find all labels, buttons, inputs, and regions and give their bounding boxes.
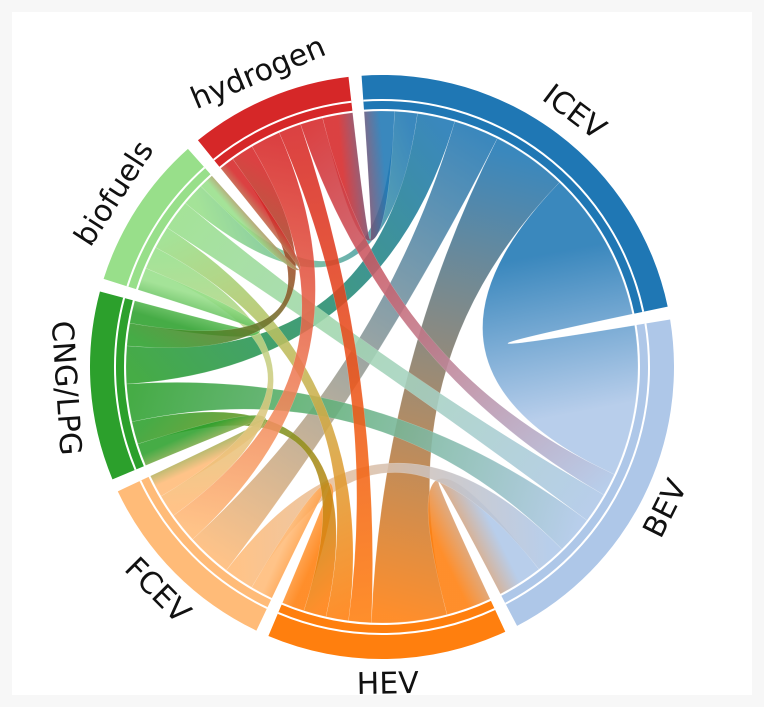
ribbon: [278, 123, 373, 624]
ribbon: [129, 267, 261, 337]
ribbon: [322, 110, 395, 242]
chart-frame: ICEV BEV HEV FCEV CNG/LPG biofuels hydrogen: [12, 12, 752, 702]
ribbon: [482, 182, 639, 475]
group-arc-line: [139, 480, 268, 609]
ribbon: [371, 138, 560, 624]
group-arc-line: [126, 166, 206, 287]
group-arc-line: [505, 323, 650, 605]
ribbon: [131, 411, 337, 618]
ribbon: [200, 158, 301, 271]
ribbon: [126, 146, 297, 348]
group-arc: [90, 291, 144, 480]
group-arc: [117, 476, 272, 631]
ribbon: [192, 121, 498, 571]
ribbons: [125, 110, 639, 624]
ribbon: [251, 482, 334, 612]
ribbon: [173, 132, 316, 540]
ribbon: [226, 462, 563, 588]
group-arc-line: [363, 99, 645, 312]
group-label: CNG/LPG: [44, 320, 88, 457]
group-arc: [268, 600, 506, 659]
group-arc: [501, 319, 674, 626]
group-label: HEV: [356, 666, 419, 695]
group-arc-line: [213, 100, 352, 161]
group-arc: [103, 148, 211, 290]
group-arcs: [90, 75, 674, 659]
group-arc-line: [114, 297, 137, 471]
group-arc-line: [277, 608, 496, 635]
ribbon: [155, 227, 354, 622]
ribbon: [137, 414, 267, 497]
